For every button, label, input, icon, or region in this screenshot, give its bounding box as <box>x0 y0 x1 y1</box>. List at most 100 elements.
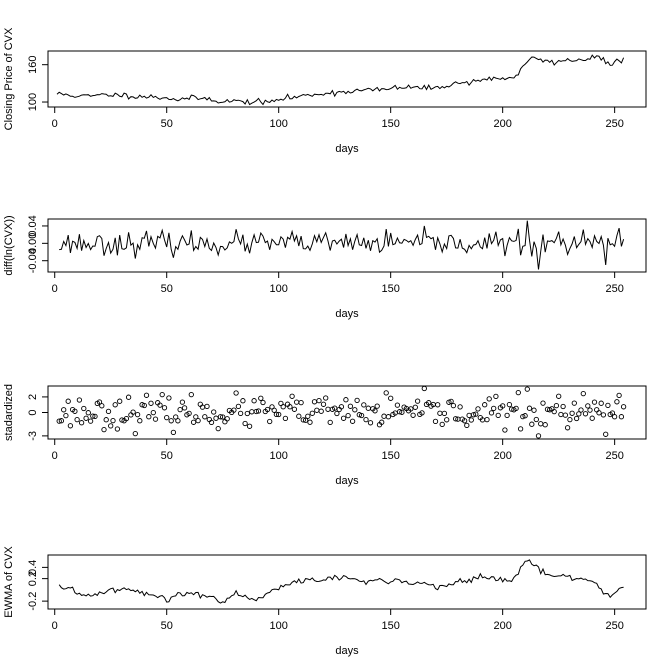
data-point <box>488 410 495 416</box>
data-point <box>571 400 577 406</box>
data-point <box>103 417 109 423</box>
x-tick-label: 200 <box>493 118 511 130</box>
panel-2: 0 50 100 150 200 250 -0.040.000.04 days diff(ln(… <box>3 215 647 320</box>
data-point <box>493 393 499 400</box>
data-point <box>556 393 562 399</box>
data-point <box>361 402 367 408</box>
data-point <box>143 392 150 398</box>
data-point <box>461 418 468 424</box>
x-tick-label: 50 <box>161 450 173 462</box>
data-point <box>363 416 369 423</box>
data-point <box>611 414 618 420</box>
data-point <box>108 423 114 429</box>
data-point <box>117 398 123 404</box>
data-point <box>217 414 224 420</box>
plot-frame <box>47 50 647 108</box>
data-point <box>188 391 194 398</box>
data-point <box>589 415 595 421</box>
x-tick-label: 50 <box>161 283 173 295</box>
data-point <box>551 408 557 415</box>
data-point <box>468 417 474 423</box>
data-point <box>96 399 103 405</box>
data-point <box>385 414 392 420</box>
data-point <box>535 433 542 439</box>
data-point <box>383 390 389 396</box>
data-point <box>553 402 560 409</box>
plot-frame <box>47 218 647 273</box>
data-point <box>276 411 282 418</box>
data-point <box>616 392 622 399</box>
data-point <box>564 425 571 431</box>
data-point <box>112 402 118 408</box>
x-tick-label: 100 <box>270 283 288 295</box>
data-point <box>414 398 421 404</box>
data-point <box>72 408 78 414</box>
x-tick-label: 150 <box>381 450 399 462</box>
data-point <box>365 405 371 411</box>
data-point <box>580 390 586 397</box>
series-line <box>58 559 624 604</box>
x-tick-label: 50 <box>161 620 173 632</box>
data-point <box>175 418 181 424</box>
data-point <box>432 418 439 425</box>
data-point <box>258 395 264 401</box>
data-point <box>452 416 459 422</box>
data-point <box>249 409 255 415</box>
data-point <box>491 405 497 412</box>
data-point <box>123 415 130 422</box>
panel-4: 0 50 100 150 200 250 -0.2 0.20.4 days EWMA of CVX <box>3 546 647 657</box>
data-point <box>195 417 201 424</box>
data-point <box>567 416 573 423</box>
data-point <box>208 419 215 426</box>
x-tick-label: 0 <box>52 118 58 130</box>
data-point <box>244 410 250 417</box>
data-point <box>251 398 257 404</box>
data-point <box>538 421 544 427</box>
data-point <box>540 400 546 406</box>
data-point <box>439 421 445 428</box>
data-point <box>327 419 333 426</box>
data-point <box>367 420 374 426</box>
data-point <box>61 407 67 413</box>
data-point <box>569 410 575 416</box>
data-point <box>318 408 324 414</box>
data-point <box>141 402 147 409</box>
data-point <box>448 398 454 405</box>
data-point <box>596 410 602 416</box>
data-point <box>271 407 277 413</box>
data-point <box>506 401 513 408</box>
data-point <box>325 406 331 412</box>
data-point <box>231 407 237 413</box>
data-point <box>609 410 616 416</box>
data-point <box>435 402 441 408</box>
data-point <box>482 402 488 408</box>
data-point <box>358 412 365 419</box>
data-point <box>282 415 289 422</box>
data-point <box>159 391 165 398</box>
data-point <box>614 399 620 405</box>
data-point <box>166 395 172 401</box>
data-point <box>437 410 443 416</box>
data-point <box>76 397 83 403</box>
data-point <box>307 419 313 425</box>
data-point <box>343 397 349 403</box>
data-point <box>157 402 163 408</box>
data-point <box>83 415 89 421</box>
data-point <box>334 410 340 417</box>
data-point <box>372 408 378 414</box>
y-tick-label: 0.2 <box>27 571 39 586</box>
data-point <box>273 411 280 418</box>
data-point <box>349 418 356 424</box>
data-point <box>58 418 65 424</box>
data-point <box>450 402 457 409</box>
y-axis-title: Closing Price of CVX <box>3 27 15 130</box>
data-point <box>235 403 242 410</box>
data-point <box>408 406 414 412</box>
data-point <box>287 404 293 410</box>
data-point <box>587 407 593 413</box>
data-point <box>600 412 607 418</box>
x-tick-label: 150 <box>381 118 399 130</box>
data-point <box>300 417 306 423</box>
y-tick-label: 0 <box>27 409 39 415</box>
data-point <box>130 409 136 415</box>
